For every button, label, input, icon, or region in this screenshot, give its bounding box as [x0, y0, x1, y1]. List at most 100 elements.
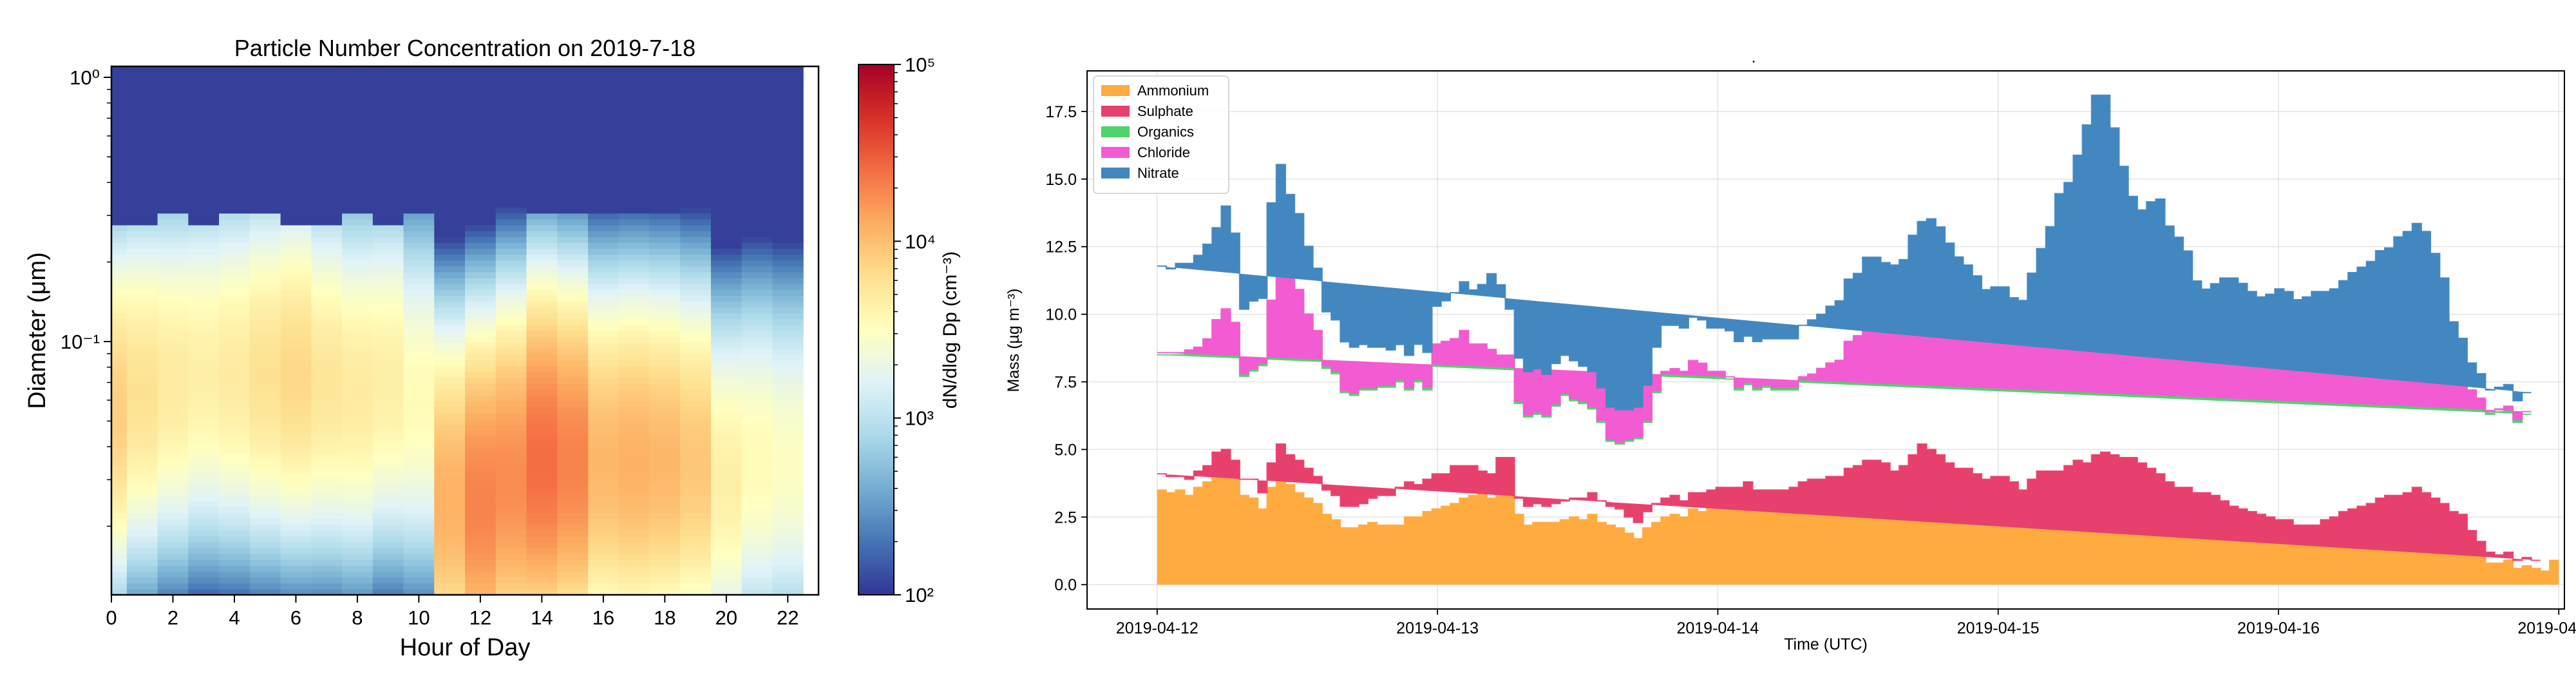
heatmap-cell [618, 377, 650, 384]
heatmap-cell [557, 418, 589, 425]
heatmap-cell [557, 536, 589, 543]
heatmap-cell [772, 354, 804, 361]
heatmap-cell [680, 295, 712, 302]
heatmap-cell [587, 201, 620, 208]
heatmap-cell [311, 454, 343, 461]
heatmap-cell [587, 477, 620, 484]
heatmap-cell [710, 107, 743, 114]
heatmap-cell [311, 95, 343, 102]
heatmap-cell [710, 254, 743, 261]
heatmap-cell [587, 348, 620, 355]
heatmap-cell [434, 512, 466, 519]
heatmap-cell [434, 178, 466, 184]
heatmap-cell [372, 336, 404, 343]
heatmap-cell [403, 225, 435, 231]
heatmap-cell [495, 495, 527, 501]
heatmap-cell [526, 95, 558, 102]
heatmap-cell [741, 342, 773, 349]
heatmap-cell [557, 125, 589, 131]
heatmap-xlabel: Hour of Day [400, 634, 531, 661]
heatmap-cell [311, 507, 343, 514]
heatmap-cell [188, 383, 220, 390]
heatmap-cell [157, 501, 189, 507]
heatmap-cell [157, 166, 189, 173]
heatmap-cell [126, 471, 158, 478]
heatmap-cell [618, 524, 650, 531]
heatmap-cell [157, 336, 189, 343]
heatmap-cell [618, 512, 650, 519]
heatmap-cell [649, 360, 681, 367]
heatmap-cell [434, 536, 466, 543]
heatmap-cell [680, 101, 712, 108]
heatmap-cell [465, 489, 497, 496]
mass-ytick-label: 12.5 [1045, 238, 1077, 256]
heatmap-cell [618, 348, 650, 355]
heatmap-cell [495, 218, 527, 226]
heatmap-cell [342, 454, 374, 461]
heatmap-cell [434, 495, 466, 501]
heatmap-cell [157, 195, 189, 202]
heatmap-cell [342, 418, 374, 425]
heatmap-cell [557, 342, 589, 349]
heatmap-cell [465, 131, 497, 137]
heatmap-cell [219, 231, 251, 237]
heatmap-cell [311, 289, 343, 296]
heatmap-cell [126, 78, 158, 84]
heatmap-cell [311, 119, 343, 126]
heatmap-cell [126, 207, 158, 214]
heatmap-cell [649, 254, 681, 261]
heatmap-cell [372, 524, 404, 531]
heatmap-cell [618, 448, 650, 454]
heatmap-cell [710, 365, 743, 372]
heatmap-cell [372, 142, 404, 150]
heatmap-cell [649, 248, 681, 255]
heatmap-cell [403, 301, 435, 308]
heatmap-cell [680, 524, 712, 531]
heatmap-cell [618, 554, 650, 560]
heatmap-cell [587, 166, 620, 173]
heatmap-cell [372, 201, 404, 208]
heatmap-cell [526, 448, 558, 454]
heatmap-cell [249, 495, 281, 501]
heatmap-cell [772, 371, 804, 378]
heatmap-cell [495, 72, 527, 79]
heatmap-cell [219, 559, 251, 566]
heatmap-cell [587, 588, 620, 595]
heatmap-cell [311, 101, 343, 108]
heatmap-cell [280, 454, 312, 461]
heatmap-cell [219, 142, 251, 150]
heatmap-cell [587, 507, 620, 514]
heatmap-cell [249, 254, 281, 261]
heatmap-cell [557, 459, 589, 467]
heatmap-cell [495, 318, 527, 325]
heatmap-cell [311, 78, 343, 84]
heatmap-cell [495, 536, 527, 543]
heatmap-cell [434, 336, 466, 343]
heatmap-cell [557, 548, 589, 554]
heatmap-cell [280, 530, 312, 537]
heatmap-cell [219, 289, 251, 296]
heatmap-cell [126, 371, 158, 378]
heatmap-cell [280, 354, 312, 361]
heatmap-cell [311, 430, 343, 437]
heatmap-cell [741, 218, 773, 226]
heatmap-cell [772, 501, 804, 507]
heatmap-cell [126, 524, 158, 531]
heatmap-cell [434, 565, 466, 572]
heatmap-cell [157, 213, 189, 220]
heatmap-cell [434, 90, 466, 97]
heatmap-cell [188, 495, 220, 501]
heatmap-cell [342, 160, 374, 167]
heatmap-cell [526, 166, 558, 173]
heatmap-cell [219, 313, 251, 320]
heatmap-cell [157, 324, 189, 331]
heatmap-cell [249, 184, 281, 190]
heatmap-cell [495, 90, 527, 97]
heatmap-cell [219, 295, 251, 302]
heatmap-cell [772, 424, 804, 431]
heatmap-cell [219, 342, 251, 349]
heatmap-cell [495, 418, 527, 425]
heatmap-cell [434, 184, 466, 190]
heatmap-cell [342, 66, 374, 73]
